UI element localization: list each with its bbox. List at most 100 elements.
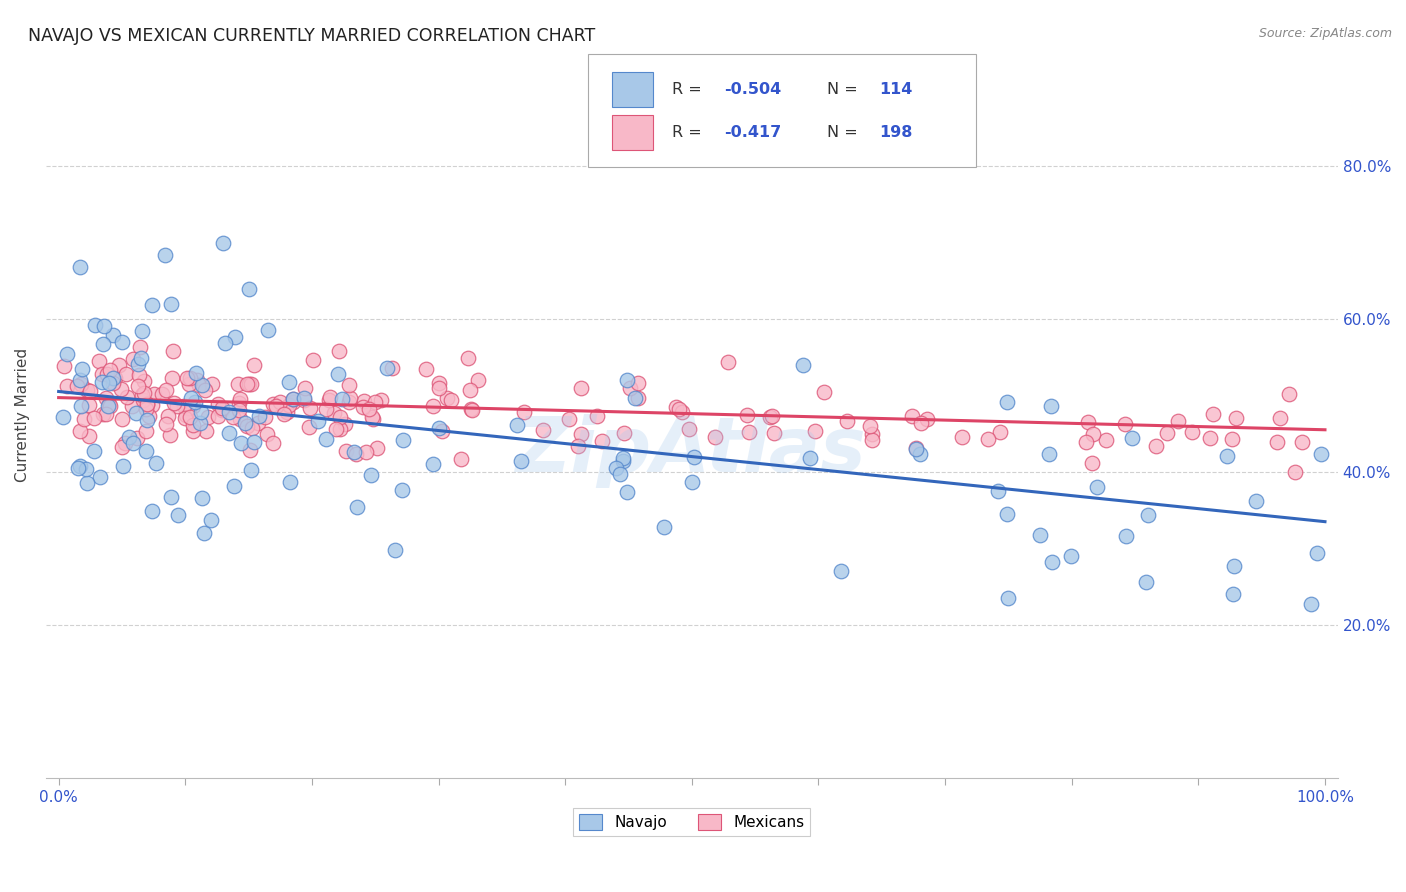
Mexicans <box>269 395 291 409</box>
Navajo <box>624 392 647 406</box>
Mexicans <box>415 361 437 376</box>
Navajo <box>91 337 114 351</box>
Mexicans <box>135 424 157 438</box>
Mexicans <box>236 419 259 434</box>
Mexicans <box>246 417 269 431</box>
Mexicans <box>717 355 740 369</box>
Navajo <box>683 450 706 464</box>
Mexicans <box>98 400 121 414</box>
Mexicans <box>256 427 278 442</box>
Mexicans <box>132 386 155 401</box>
Mexicans <box>813 384 835 399</box>
Mexicans <box>276 405 298 419</box>
Navajo <box>193 526 215 541</box>
Mexicans <box>1202 407 1225 421</box>
Mexicans <box>69 425 91 439</box>
Mexicans <box>174 408 197 422</box>
Navajo <box>997 591 1019 605</box>
Navajo <box>233 417 256 431</box>
Mexicans <box>436 391 458 405</box>
Mexicans <box>1225 411 1247 425</box>
Navajo <box>69 373 91 387</box>
Mexicans <box>910 416 932 430</box>
Mexicans <box>302 353 325 368</box>
Mexicans <box>101 376 124 390</box>
Mexicans <box>950 430 973 444</box>
Mexicans <box>323 406 346 420</box>
Legend: Navajo, Mexicans: Navajo, Mexicans <box>574 808 810 836</box>
Navajo <box>422 457 444 471</box>
Navajo <box>1216 449 1239 463</box>
Mexicans <box>211 402 233 417</box>
Navajo <box>141 298 163 312</box>
Navajo <box>135 413 157 427</box>
Navajo <box>75 462 97 476</box>
Mexicans <box>337 378 360 392</box>
Text: N =: N = <box>827 82 863 96</box>
Mexicans <box>619 381 641 395</box>
Mexicans <box>228 403 250 417</box>
Mexicans <box>1181 425 1204 439</box>
Mexicans <box>360 410 382 425</box>
Mexicans <box>329 409 352 424</box>
Navajo <box>605 461 627 475</box>
Navajo <box>278 375 301 389</box>
Mexicans <box>835 414 858 428</box>
Navajo <box>117 430 139 444</box>
Mexicans <box>235 376 257 391</box>
Mexicans <box>127 431 149 445</box>
Text: Source: ZipAtlas.com: Source: ZipAtlas.com <box>1258 27 1392 40</box>
Mexicans <box>110 382 132 396</box>
Mexicans <box>111 411 134 425</box>
Mexicans <box>179 410 201 425</box>
Navajo <box>315 432 337 446</box>
Mexicans <box>131 388 153 402</box>
Mexicans <box>1167 414 1189 428</box>
Navajo <box>1115 529 1137 543</box>
Mexicans <box>56 378 79 392</box>
Mexicans <box>281 395 304 409</box>
Mexicans <box>228 377 250 392</box>
Mexicans <box>166 400 188 414</box>
Navajo <box>191 378 214 392</box>
Mexicans <box>108 358 131 372</box>
Mexicans <box>98 397 121 411</box>
Mexicans <box>977 433 1000 447</box>
Mexicans <box>363 395 385 409</box>
Navajo <box>330 392 353 406</box>
Text: N =: N = <box>827 126 863 140</box>
Mexicans <box>52 359 75 374</box>
Navajo <box>1310 447 1333 461</box>
Mexicans <box>239 376 262 391</box>
Mexicans <box>1081 456 1104 470</box>
Mexicans <box>207 409 229 424</box>
Mexicans <box>114 436 136 450</box>
Text: -0.504: -0.504 <box>724 82 782 96</box>
Navajo <box>799 451 821 466</box>
Mexicans <box>354 445 377 459</box>
Mexicans <box>96 368 118 382</box>
Navajo <box>166 508 188 522</box>
Mexicans <box>77 429 100 443</box>
Mexicans <box>229 392 252 407</box>
Mexicans <box>759 409 782 424</box>
Text: 198: 198 <box>879 126 912 140</box>
Navajo <box>1040 555 1063 569</box>
Mexicans <box>243 358 266 372</box>
Navajo <box>145 456 167 470</box>
Mexicans <box>1144 439 1167 453</box>
Mexicans <box>211 401 233 416</box>
Mexicans <box>69 377 91 392</box>
Navajo <box>278 475 301 489</box>
Navajo <box>97 400 120 414</box>
Mexicans <box>278 398 301 412</box>
Mexicans <box>156 409 179 423</box>
Navajo <box>238 282 260 296</box>
Navajo <box>609 467 631 482</box>
Mexicans <box>207 397 229 411</box>
Mexicans <box>569 381 592 395</box>
Navajo <box>69 458 91 473</box>
Navajo <box>1306 547 1329 561</box>
Mexicans <box>678 422 700 436</box>
Navajo <box>792 358 814 372</box>
